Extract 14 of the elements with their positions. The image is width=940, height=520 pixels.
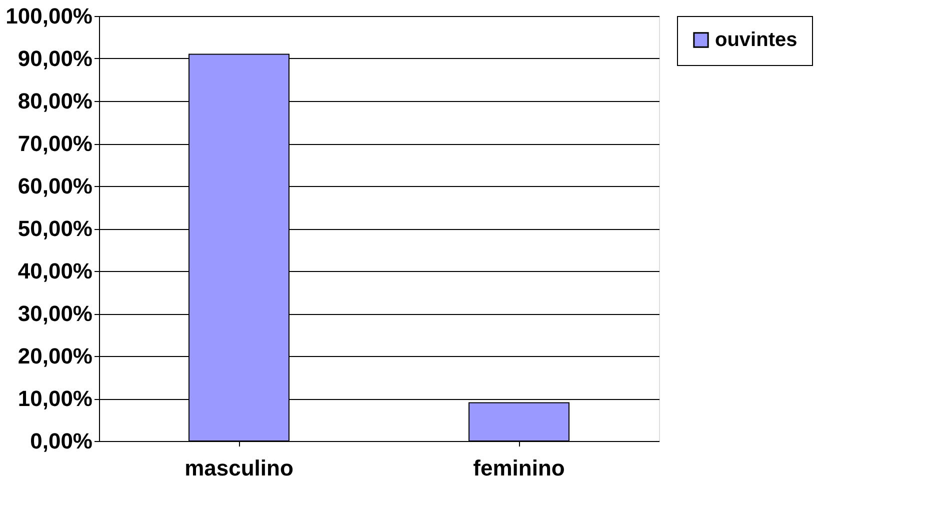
y-tick-label: 0,00%: [30, 428, 92, 454]
x-tick-label: feminino: [473, 456, 565, 480]
y-tick-label: 80,00%: [18, 88, 92, 114]
y-tick-label: 40,00%: [18, 258, 92, 284]
y-tick-label: 10,00%: [18, 386, 92, 411]
y-tick-label: 30,00%: [18, 301, 92, 326]
y-tick-label: 50,00%: [18, 216, 92, 241]
legend-label: ouvintes: [715, 29, 798, 51]
y-tick-label: 70,00%: [18, 131, 92, 156]
y-tick-label: 100,00%: [6, 4, 92, 28]
x-tick-label: masculino: [184, 456, 294, 480]
y-tick-label: 20,00%: [18, 344, 92, 368]
y-tick-label: 60,00%: [18, 174, 92, 198]
y-tick-label: 90,00%: [18, 46, 92, 71]
